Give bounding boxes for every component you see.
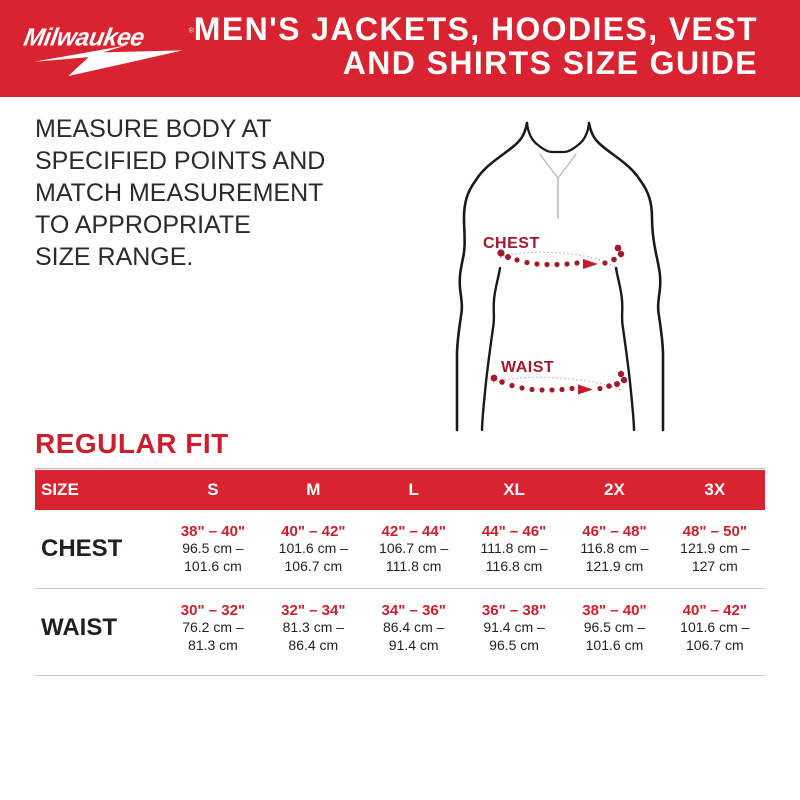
svg-text:WAIST: WAIST	[501, 359, 554, 376]
svg-text:CHEST: CHEST	[483, 235, 540, 252]
svg-text:Milwaukee: Milwaukee	[22, 24, 147, 52]
